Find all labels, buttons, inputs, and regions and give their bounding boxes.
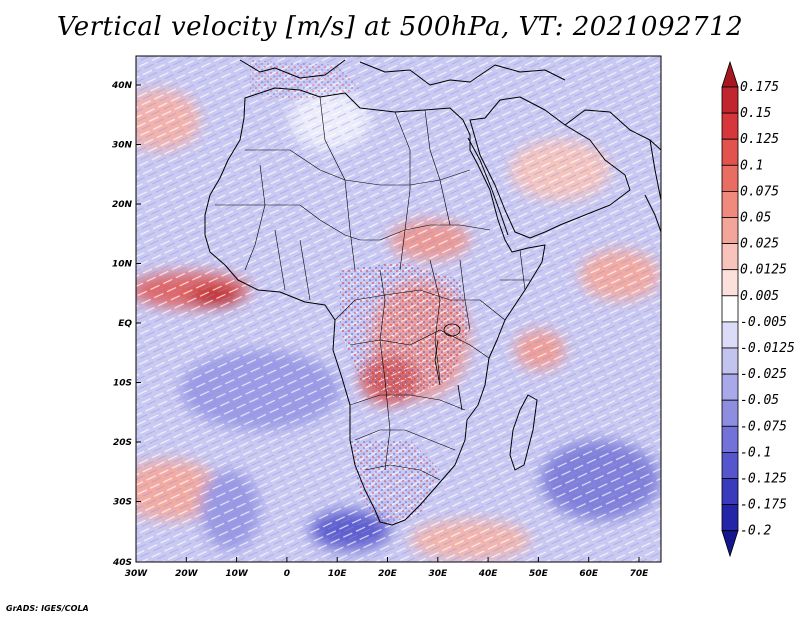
colorbar-label: 0.0125 bbox=[740, 263, 787, 278]
map-title: Vertical velocity [m/s] at 500hPa, VT: 2… bbox=[56, 12, 744, 42]
lon-tick-label: 70E bbox=[630, 569, 650, 579]
colorbar-label: -0.175 bbox=[740, 498, 787, 513]
colorbar-swatch bbox=[721, 451, 739, 479]
lat-tick-label: 40S bbox=[112, 558, 132, 568]
credit-text: GrADS: IGES/COLA bbox=[6, 604, 89, 613]
colorbar-swatch bbox=[721, 217, 739, 245]
colorbar-swatch bbox=[721, 347, 739, 375]
lakes bbox=[434, 323, 463, 411]
lon-tick-label: 10E bbox=[328, 569, 348, 579]
colorbar-swatch bbox=[721, 164, 739, 192]
lat-tick-label: 20N bbox=[112, 200, 133, 210]
field-speckle-congo bbox=[340, 262, 470, 400]
colorbar-swatch bbox=[721, 138, 739, 166]
persia-coast bbox=[564, 109, 661, 151]
lat-tick-label: 20S bbox=[113, 438, 132, 448]
colorbar-label: 0.005 bbox=[740, 289, 779, 304]
colorbar bbox=[721, 60, 739, 558]
lat-tick-label: EQ bbox=[118, 319, 132, 329]
colorbar-swatch bbox=[721, 425, 739, 453]
lon-tick-label: 30W bbox=[125, 569, 149, 579]
colorbar-label: -0.1 bbox=[740, 445, 771, 460]
colorbar-label: -0.025 bbox=[740, 367, 787, 382]
colorbar-bottom-arrow bbox=[721, 530, 739, 558]
colorbar-swatch bbox=[721, 399, 739, 427]
field-speckle-south bbox=[350, 440, 440, 525]
country-borders bbox=[215, 96, 530, 481]
colorbar-swatch bbox=[721, 295, 739, 323]
colorbar-swatch bbox=[721, 86, 739, 114]
colorbar-swatch bbox=[721, 373, 739, 401]
lon-tick-label: 60E bbox=[579, 569, 599, 579]
colorbar-swatch bbox=[721, 190, 739, 218]
colorbar-label: -0.0125 bbox=[740, 341, 795, 356]
india-coast bbox=[644, 139, 661, 233]
colorbar-label: 0.125 bbox=[740, 132, 779, 147]
lat-tick-label: 30S bbox=[113, 498, 132, 508]
africa-coast bbox=[204, 87, 546, 526]
colorbar-swatch bbox=[721, 243, 739, 271]
arabia-coast bbox=[469, 96, 631, 239]
lat-tick-label: 40N bbox=[111, 81, 133, 91]
plot-frame bbox=[135, 55, 662, 563]
lon-tick-label: 10W bbox=[225, 569, 249, 579]
colorbar-swatch bbox=[721, 478, 739, 506]
colorbar-label: -0.05 bbox=[740, 393, 779, 408]
lon-tick-label: 0 bbox=[284, 569, 290, 579]
colorbar-label: 0.1 bbox=[740, 158, 763, 173]
latitude-axis: 40N 30N 20N 10N EQ 10S 20S 30S 40S bbox=[111, 81, 141, 568]
colorbar-label: 0.05 bbox=[740, 211, 771, 226]
field-speckle-med bbox=[250, 60, 360, 100]
colorbar-swatch bbox=[721, 269, 739, 297]
colorbar-swatch bbox=[721, 321, 739, 349]
colorbar-label: -0.2 bbox=[740, 524, 771, 539]
lat-tick-label: 10N bbox=[112, 260, 133, 270]
lon-tick-label: 40E bbox=[478, 569, 499, 579]
field-plot bbox=[136, 56, 661, 562]
colorbar-label: 0.025 bbox=[740, 237, 779, 252]
colorbar-label: 0.15 bbox=[740, 106, 771, 121]
colorbar-swatch bbox=[721, 112, 739, 140]
colorbar-swatch bbox=[721, 504, 739, 532]
longitude-axis: 30W 20W 10W 0 10E 20E 30E 40E 50E 60E 70E bbox=[125, 557, 649, 579]
colorbar-label: 0.175 bbox=[740, 80, 779, 95]
madagascar-coast bbox=[509, 394, 538, 471]
colorbar-label: -0.005 bbox=[740, 315, 787, 330]
lat-tick-label: 30N bbox=[112, 141, 133, 151]
lon-tick-label: 30E bbox=[428, 569, 448, 579]
colorbar-top-arrow bbox=[721, 60, 739, 88]
red-sea-inner bbox=[467, 137, 509, 236]
mediterranean-north bbox=[239, 59, 566, 86]
lon-tick-label: 20W bbox=[175, 569, 199, 579]
lat-tick-label: 10S bbox=[113, 379, 132, 389]
colorbar-labels: 0.175 0.15 0.125 0.1 0.075 0.05 0.025 0.0125 0.0… bbox=[740, 80, 795, 539]
coastlines bbox=[204, 59, 661, 526]
colorbar-label: 0.075 bbox=[740, 184, 779, 199]
colorbar-label: -0.125 bbox=[740, 472, 787, 487]
lon-tick-label: 50E bbox=[529, 569, 549, 579]
colorbar-label: -0.075 bbox=[740, 419, 787, 434]
lon-tick-label: 20E bbox=[378, 569, 398, 579]
